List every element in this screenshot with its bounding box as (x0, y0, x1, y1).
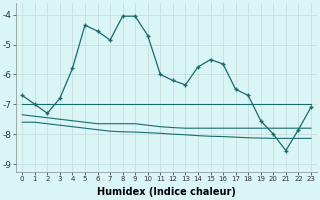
X-axis label: Humidex (Indice chaleur): Humidex (Indice chaleur) (97, 187, 236, 197)
